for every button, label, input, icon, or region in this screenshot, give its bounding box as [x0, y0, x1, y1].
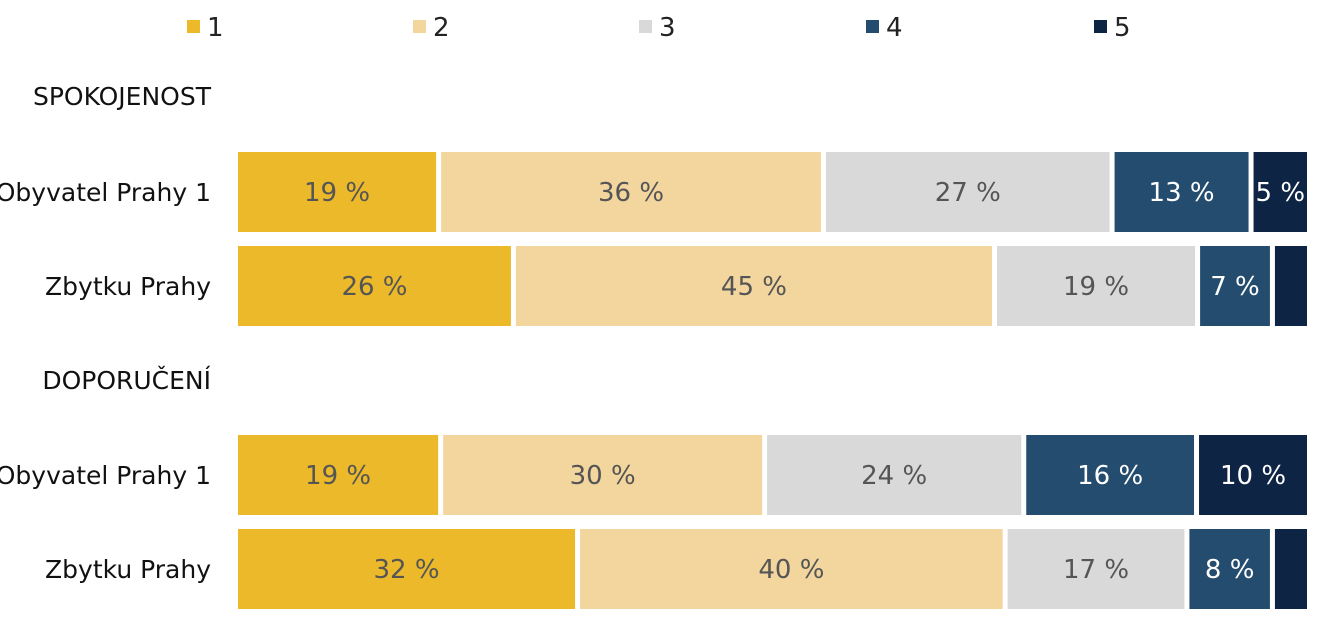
- data-label: 13 %: [1149, 178, 1215, 208]
- legend-item-4: 4: [866, 13, 903, 43]
- data-label: 27 %: [935, 178, 1001, 208]
- legend-item-3: 3: [639, 13, 676, 43]
- bar-segment-2: [441, 152, 821, 232]
- bar-segment-4: [1189, 529, 1270, 609]
- legend-label: 1: [207, 13, 224, 43]
- legend-label: 5: [1114, 13, 1131, 43]
- data-label: 30 %: [570, 461, 636, 491]
- bar-segment-3: [825, 152, 1110, 232]
- bar-segment-1: [238, 152, 437, 232]
- data-label: 19 %: [305, 461, 371, 491]
- group-1: SPOKOJENOST Obyvatel Prahy 1 19 % 36 % 27 % 1…: [0, 82, 1307, 326]
- legend-swatch: [866, 20, 879, 33]
- bar-row: Zbytku Prahy 26 % 45 % 19 % 7 %: [45, 246, 1307, 326]
- group-2: DOPORUČENÍ Obyvatel Prahy 1 19 % 30 % 24 % 16…: [0, 365, 1307, 609]
- data-label: 16 %: [1077, 461, 1143, 491]
- category-label: Obyvatel Prahy 1: [0, 461, 211, 490]
- bar-segment-4: [1026, 435, 1195, 515]
- bar-segment-3: [767, 435, 1022, 515]
- bar-segment-2: [443, 435, 763, 515]
- legend-label: 4: [886, 13, 903, 43]
- data-label: 8 %: [1205, 555, 1255, 585]
- legend-item-1: 1: [187, 13, 224, 43]
- legend-swatch: [639, 20, 652, 33]
- bar-segment-4: [1200, 246, 1270, 326]
- chart-groups: SPOKOJENOST Obyvatel Prahy 1 19 % 36 % 27 % 1…: [0, 82, 1307, 609]
- bar-segment-5: [1274, 529, 1307, 609]
- category-label: Zbytku Prahy: [45, 555, 211, 584]
- bar-segment-1: [238, 246, 511, 326]
- data-label: 7 %: [1210, 272, 1260, 302]
- legend-label: 3: [659, 13, 676, 43]
- data-label: 24 %: [861, 461, 927, 491]
- bar-segment-5: [1274, 246, 1307, 326]
- data-label: 32 %: [374, 555, 440, 585]
- data-label: 10 %: [1220, 461, 1286, 491]
- legend-item-2: 2: [413, 13, 450, 43]
- bar-segment-5: [1199, 435, 1307, 515]
- bar-segment-4: [1114, 152, 1249, 232]
- category-label: Obyvatel Prahy 1: [0, 178, 211, 207]
- data-label: 40 %: [758, 555, 824, 585]
- legend-swatch: [1094, 20, 1107, 33]
- bar-segment-2: [515, 246, 992, 326]
- legend-item-5: 5: [1094, 13, 1131, 43]
- legend-swatch: [413, 20, 426, 33]
- bar-segment-3: [1007, 529, 1185, 609]
- data-label: 5 %: [1256, 178, 1306, 208]
- data-label: 19 %: [1063, 272, 1129, 302]
- bar-segment-1: [238, 529, 576, 609]
- group-title: SPOKOJENOST: [33, 82, 212, 111]
- legend-label: 2: [433, 13, 450, 43]
- bar-row: Zbytku Prahy 32 % 40 % 17 % 8 %: [45, 529, 1307, 609]
- legend-swatch: [187, 20, 200, 33]
- bar-segment-1: [238, 435, 439, 515]
- data-label: 36 %: [598, 178, 664, 208]
- bar-row: Obyvatel Prahy 1 19 % 30 % 24 % 16 % 10 %: [0, 435, 1307, 515]
- bar-segment-3: [996, 246, 1196, 326]
- data-label: 19 %: [304, 178, 370, 208]
- data-label: 26 %: [341, 272, 407, 302]
- category-label: Zbytku Prahy: [45, 272, 211, 301]
- bar-row: Obyvatel Prahy 1 19 % 36 % 27 % 13 % 5 %: [0, 152, 1307, 232]
- data-label: 17 %: [1063, 555, 1129, 585]
- legend: 1 2 3 4 5: [187, 13, 1131, 43]
- data-label: 45 %: [721, 272, 787, 302]
- bar-segment-2: [580, 529, 1003, 609]
- bar-segment-5: [1253, 152, 1307, 232]
- group-title: DOPORUČENÍ: [42, 365, 211, 395]
